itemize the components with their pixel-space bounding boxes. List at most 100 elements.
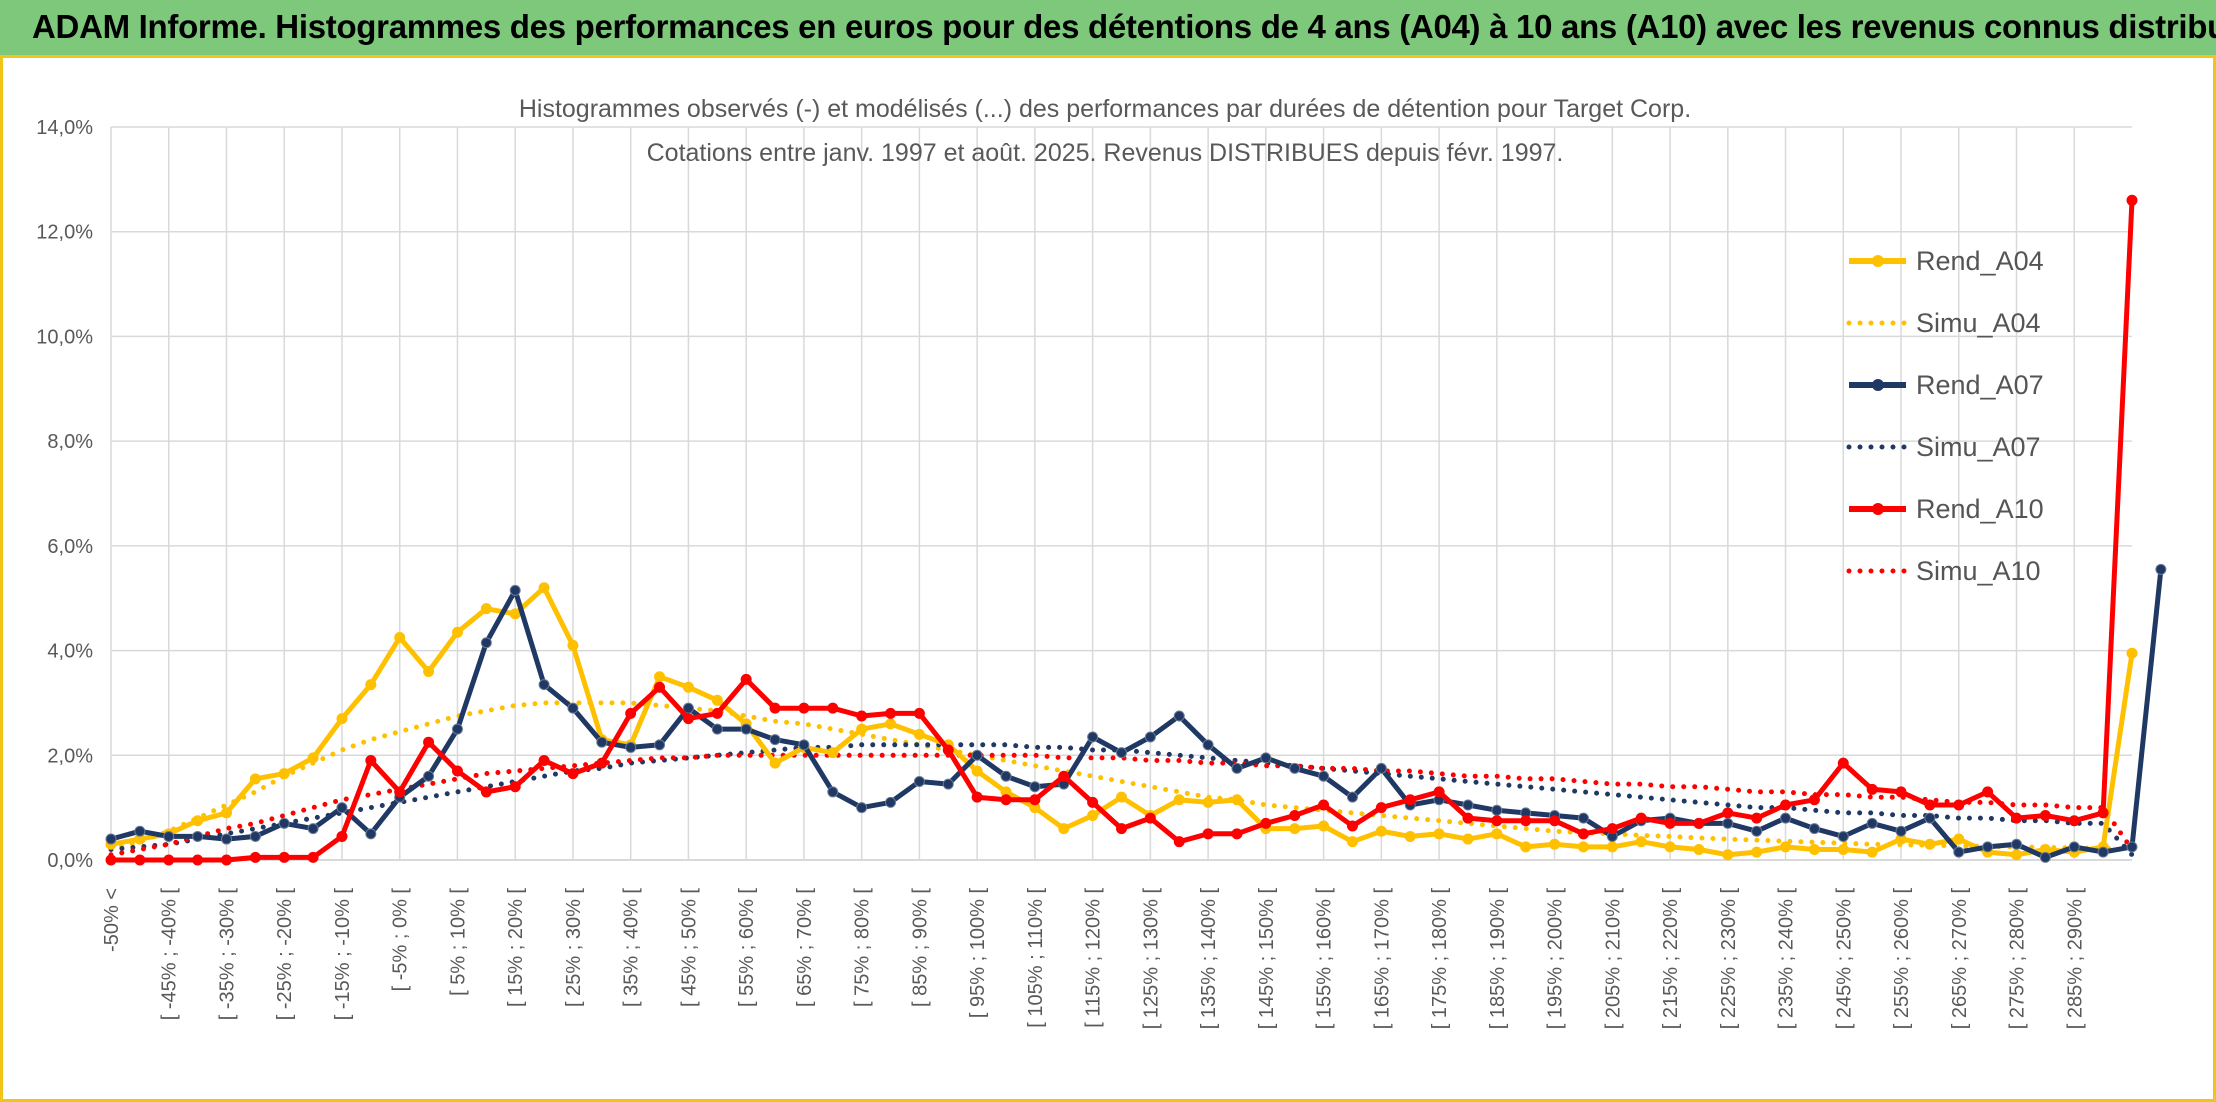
data-point-rend_a10: [192, 854, 204, 866]
data-point-rend_a10: [740, 673, 752, 685]
data-point-rend_a07: [2011, 838, 2023, 850]
data-point-rend_a07: [509, 584, 521, 596]
page-title: ADAM Informe. Histogrammes des performan…: [32, 8, 2216, 45]
data-point-rend_a07: [1231, 762, 1243, 774]
x-tick-label: [ 95% ; 100% [: [967, 888, 989, 1019]
data-point-rend_a10: [278, 851, 290, 863]
data-point-rend_a07: [480, 637, 492, 649]
x-tick-label: [ 165% ; 170% [: [1371, 888, 1393, 1030]
data-point-rend_a10: [769, 702, 781, 714]
x-tick-label: [ -45% ; -40% [: [159, 888, 181, 1021]
data-point-rend_a10: [1722, 807, 1734, 819]
data-point-rend_a04: [451, 626, 463, 638]
data-point-rend_a04: [1289, 823, 1301, 835]
data-point-rend_a10: [1924, 799, 1936, 811]
data-point-rend_a07: [134, 825, 146, 837]
legend-item-rend_a07: Rend_A07: [1845, 354, 2044, 416]
data-point-rend_a10: [971, 791, 983, 803]
data-point-rend_a04: [1808, 844, 1820, 856]
y-tick-label: 2,0%: [47, 745, 93, 767]
legend-swatch: [1849, 503, 1906, 515]
x-tick-label: [ -35% ; -30% [: [216, 888, 238, 1021]
data-point-rend_a10: [220, 854, 232, 866]
data-point-rend_a04: [192, 815, 204, 827]
data-point-rend_a07: [192, 830, 204, 842]
data-point-rend_a04: [654, 671, 666, 683]
x-tick-label: [ 285% ; 290% [: [2064, 888, 2086, 1030]
x-tick-label: [ 175% ; 180% [: [1429, 888, 1451, 1030]
data-point-rend_a10: [1260, 817, 1272, 829]
data-point-rend_a07: [1029, 781, 1041, 793]
y-tick-label: 12,0%: [36, 222, 93, 244]
data-point-rend_a07: [163, 830, 175, 842]
data-point-rend_a04: [1346, 836, 1358, 848]
x-tick-label: [ 5% ; 10% [: [447, 888, 469, 996]
data-point-rend_a07: [249, 830, 261, 842]
data-point-rend_a10: [480, 786, 492, 798]
data-point-rend_a10: [1808, 794, 1820, 806]
chart-frame: [0, 58, 2216, 1102]
data-point-rend_a07: [1808, 823, 1820, 835]
data-point-rend_a10: [885, 707, 897, 719]
data-point-rend_a07: [567, 702, 579, 714]
data-point-rend_a07: [423, 770, 435, 782]
data-point-rend_a10: [1462, 812, 1474, 824]
x-tick-label: [ 135% ; 140% [: [1198, 888, 1220, 1030]
data-point-rend_a10: [1144, 812, 1156, 824]
legend-item-rend_a10: Rend_A10: [1845, 478, 2044, 540]
data-point-rend_a04: [480, 603, 492, 615]
grid: [110, 126, 2132, 861]
y-tick-label: 8,0%: [47, 431, 93, 453]
data-point-rend_a04: [1693, 844, 1705, 856]
data-point-rend_a10: [1433, 786, 1445, 798]
data-point-rend_a04: [1058, 823, 1070, 835]
data-point-rend_a07: [1866, 817, 1878, 829]
data-point-rend_a07: [740, 723, 752, 735]
data-point-rend_a07: [971, 749, 983, 761]
series-line-rend_a04: [110, 585, 2135, 858]
data-point-rend_a10: [942, 744, 954, 756]
data-point-rend_a07: [1202, 739, 1214, 751]
data-point-rend_a10: [336, 830, 348, 842]
data-point-rend_a07: [798, 739, 810, 751]
data-point-rend_a10: [1895, 786, 1907, 798]
x-tick-label: [ -25% ; -20% [: [274, 888, 296, 1021]
data-point-rend_a04: [249, 773, 261, 785]
x-tick-label: [ 185% ; 190% [: [1487, 888, 1509, 1030]
data-point-rend_a04: [1318, 820, 1330, 832]
data-point-rend_a04: [1953, 833, 1965, 845]
data-point-rend_a04: [336, 713, 348, 725]
data-point-rend_a04: [1664, 841, 1676, 853]
x-tick-label: [ 145% ; 150% [: [1256, 888, 1278, 1030]
data-point-rend_a10: [1491, 815, 1503, 827]
data-point-rend_a04: [1780, 841, 1792, 853]
data-point-rend_a07: [2068, 841, 2080, 853]
x-tick-label: [ 55% ; 60% [: [736, 888, 758, 1007]
data-point-rend_a10: [509, 781, 521, 793]
x-tick-label: [ 75% ; 80% [: [852, 888, 874, 1007]
data-point-rend_a07: [1260, 752, 1272, 764]
legend-item-simu_a10: Simu_A10: [1845, 540, 2044, 602]
legend-swatch: [1849, 379, 1906, 391]
data-point-rend_a04: [394, 631, 406, 643]
data-point-rend_a10: [682, 713, 694, 725]
data-point-rend_a04: [1433, 828, 1445, 840]
data-point-rend_a07: [1837, 830, 1849, 842]
data-point-rend_a04: [1924, 838, 1936, 850]
x-tick-label: [ -5% ; 0% [: [390, 888, 412, 992]
data-point-rend_a10: [1318, 799, 1330, 811]
legend-swatch: [1849, 255, 1906, 267]
x-tick-label: [ 235% ; 240% [: [1776, 888, 1798, 1030]
data-point-rend_a07: [1318, 770, 1330, 782]
data-point-rend_a10: [1635, 812, 1647, 824]
data-point-rend_a07: [2097, 846, 2109, 858]
data-point-rend_a07: [1289, 762, 1301, 774]
header-banner: ADAM Informe. Histogrammes des performan…: [0, 0, 2216, 58]
data-point-rend_a10: [1231, 828, 1243, 840]
data-point-rend_a10: [1837, 757, 1849, 769]
legend-swatch: [1846, 320, 1909, 326]
data-point-rend_a10: [423, 736, 435, 748]
legend-item-simu_a07: Simu_A07: [1845, 416, 2044, 478]
x-tick-label: [ 25% ; 30% [: [563, 888, 585, 1007]
x-tick-label: [ 215% ; 220% [: [1660, 888, 1682, 1030]
